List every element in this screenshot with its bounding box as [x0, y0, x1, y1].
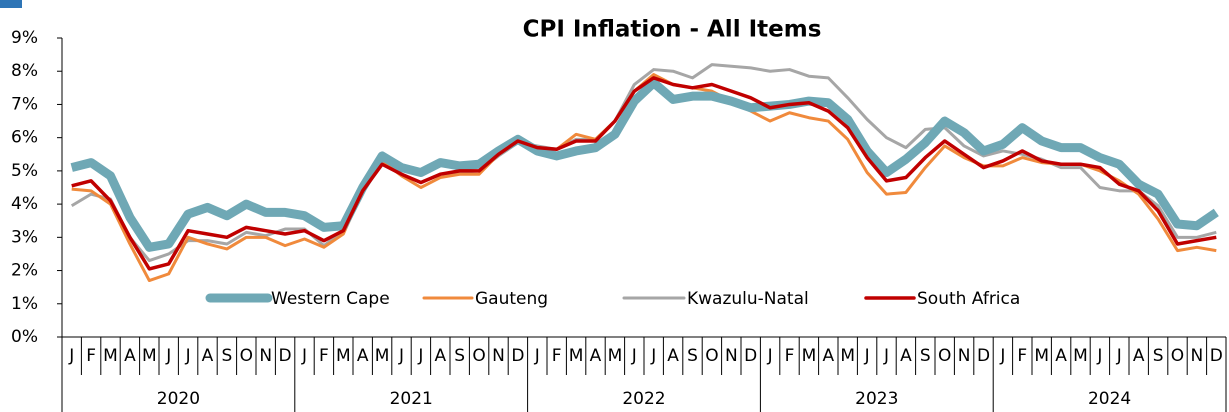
x-tick-label: A	[900, 346, 912, 366]
x-tick-label: O	[1171, 346, 1184, 366]
x-tick-label: J	[68, 346, 74, 366]
x-tick-label: J	[999, 346, 1005, 366]
x-tick-label: A	[434, 346, 446, 366]
year-label: 2021	[390, 389, 433, 409]
x-tick-label: J	[767, 346, 773, 366]
x-tick-label: J	[1096, 346, 1102, 366]
x-tick-label: A	[124, 346, 136, 366]
corner-marker	[0, 0, 22, 8]
x-tick-label: M	[142, 346, 157, 366]
x-tick-label: N	[259, 346, 272, 366]
series-line	[70, 78, 1219, 252]
x-tick-label: A	[357, 346, 369, 366]
y-tick-label: 5%	[11, 161, 38, 181]
y-tick-label: 7%	[11, 94, 38, 114]
x-tick-label: A	[590, 346, 602, 366]
x-tick-label: F	[552, 346, 562, 366]
x-tick-label: M	[608, 346, 623, 366]
legend-label: Gauteng	[475, 289, 548, 309]
x-tick-label: J	[301, 346, 307, 366]
y-tick-label: 6%	[11, 128, 38, 148]
x-tick-label: A	[822, 346, 834, 366]
x-tick-label: F	[785, 346, 795, 366]
x-tick-label: A	[202, 346, 214, 366]
x-tick-label: J	[650, 346, 656, 366]
x-tick-label: D	[511, 346, 524, 366]
legend-label: Western Cape	[271, 289, 390, 309]
x-tick-label: J	[631, 346, 637, 366]
x-tick-label: N	[958, 346, 971, 366]
year-label: 2023	[855, 389, 898, 409]
x-tick-label: O	[472, 346, 485, 366]
y-tick-label: 3%	[11, 227, 38, 247]
x-tick-label: M	[375, 346, 390, 366]
x-tick-label: J	[883, 346, 889, 366]
x-tick-label: N	[492, 346, 505, 366]
x-tick-label: F	[319, 346, 329, 366]
series-line	[71, 73, 1217, 283]
x-tick-label: S	[222, 346, 233, 366]
x-tick-label: D	[744, 346, 757, 366]
x-tick-label: M	[569, 346, 584, 366]
x-tick-label: M	[103, 346, 118, 366]
year-label: 2020	[157, 389, 200, 409]
y-tick-label: 2%	[11, 261, 38, 281]
x-tick-label: S	[454, 346, 465, 366]
x-tick-label: J	[165, 346, 171, 366]
x-tick-label: J	[864, 346, 870, 366]
y-tick-label: 9%	[11, 28, 38, 48]
x-tick-label: O	[240, 346, 253, 366]
legend-label: Kwazulu-Natal	[687, 289, 809, 309]
x-tick-label: J	[185, 346, 191, 366]
x-tick-label: D	[977, 346, 990, 366]
x-tick-label: M	[1034, 346, 1049, 366]
x-tick-label: S	[920, 346, 931, 366]
y-tick-label: 8%	[11, 61, 38, 81]
x-tick-label: D	[279, 346, 292, 366]
x-tick-label: N	[1191, 346, 1204, 366]
x-tick-label: S	[1153, 346, 1164, 366]
y-tick-label: 1%	[11, 294, 38, 314]
y-tick-label: 0%	[11, 327, 38, 347]
y-tick-label: 4%	[11, 194, 38, 214]
x-tick-label: M	[1073, 346, 1088, 366]
series-line	[70, 63, 1217, 263]
x-tick-label: D	[1210, 346, 1223, 366]
x-tick-label: A	[1055, 346, 1067, 366]
x-tick-label: M	[802, 346, 817, 366]
x-tick-label: A	[1133, 346, 1145, 366]
x-tick-label: S	[687, 346, 698, 366]
x-tick-label: O	[938, 346, 951, 366]
legend-label: South Africa	[917, 289, 1020, 309]
year-label: 2024	[1088, 389, 1131, 409]
x-tick-label: A	[667, 346, 679, 366]
chart-title: CPI Inflation - All Items	[523, 17, 822, 43]
year-label: 2022	[622, 389, 665, 409]
x-tick-label: J	[398, 346, 404, 366]
x-tick-label: O	[705, 346, 718, 366]
x-tick-label: J	[534, 346, 540, 366]
x-tick-label: J	[1116, 346, 1122, 366]
x-tick-label: M	[336, 346, 351, 366]
x-tick-label: F	[86, 346, 96, 366]
series-line	[71, 76, 1217, 271]
x-tick-label: F	[1017, 346, 1027, 366]
x-tick-label: N	[725, 346, 738, 366]
x-tick-label: J	[417, 346, 423, 366]
x-tick-label: M	[840, 346, 855, 366]
